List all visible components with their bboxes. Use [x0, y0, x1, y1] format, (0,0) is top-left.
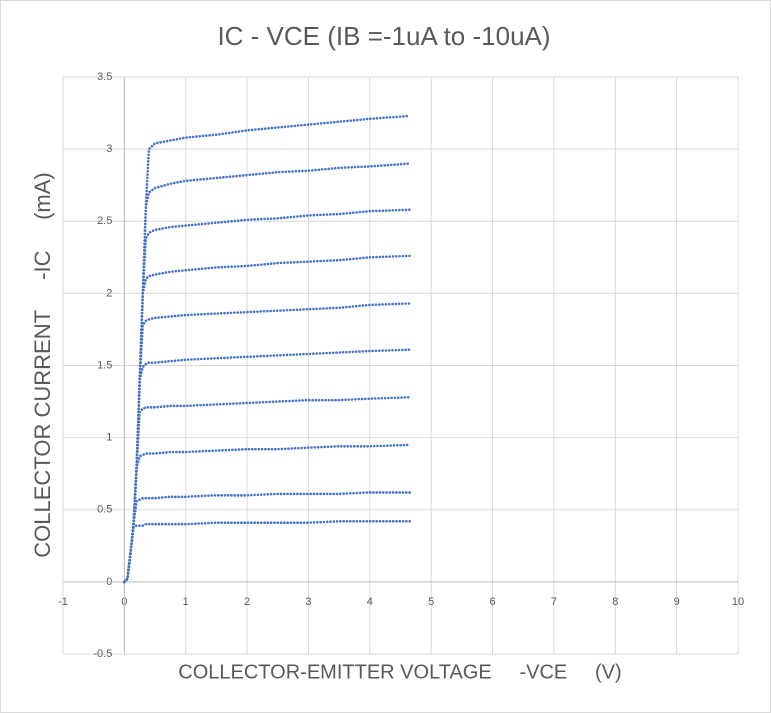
x-tick-label: 4 — [367, 596, 373, 608]
x-tick-label: 6 — [489, 596, 495, 608]
data-series — [123, 114, 412, 584]
y-tick-label: 1.5 — [97, 359, 112, 371]
x-tick-label: 9 — [674, 596, 680, 608]
chart-title: IC - VCE (IB =-1uA to -10uA) — [217, 21, 550, 51]
y-tick-label: 2 — [106, 287, 112, 299]
x-tick-label: 5 — [428, 596, 434, 608]
x-axis-title: COLLECTOR-EMITTER VOLTAGE -VCE (V) — [178, 661, 621, 683]
x-tick-label: 3 — [305, 596, 311, 608]
x-tick-label: 7 — [551, 596, 557, 608]
x-tick-label: -1 — [58, 596, 68, 608]
y-tick-label: 3 — [106, 143, 112, 155]
x-tick-label: 2 — [244, 596, 250, 608]
y-tick-label: 1 — [106, 432, 112, 444]
y-tick-label: 3.5 — [97, 71, 112, 83]
y-tick-label: 2.5 — [97, 215, 112, 227]
y-axis-title: COLLECTOR CURRENT -IC (mA) — [30, 172, 55, 557]
y-tick-label: 0.5 — [97, 504, 112, 516]
y-tick-label: -0.5 — [93, 648, 112, 660]
x-tick-label: 8 — [612, 596, 618, 608]
x-tick-label: 10 — [732, 596, 744, 608]
x-tick-label: 1 — [183, 596, 189, 608]
